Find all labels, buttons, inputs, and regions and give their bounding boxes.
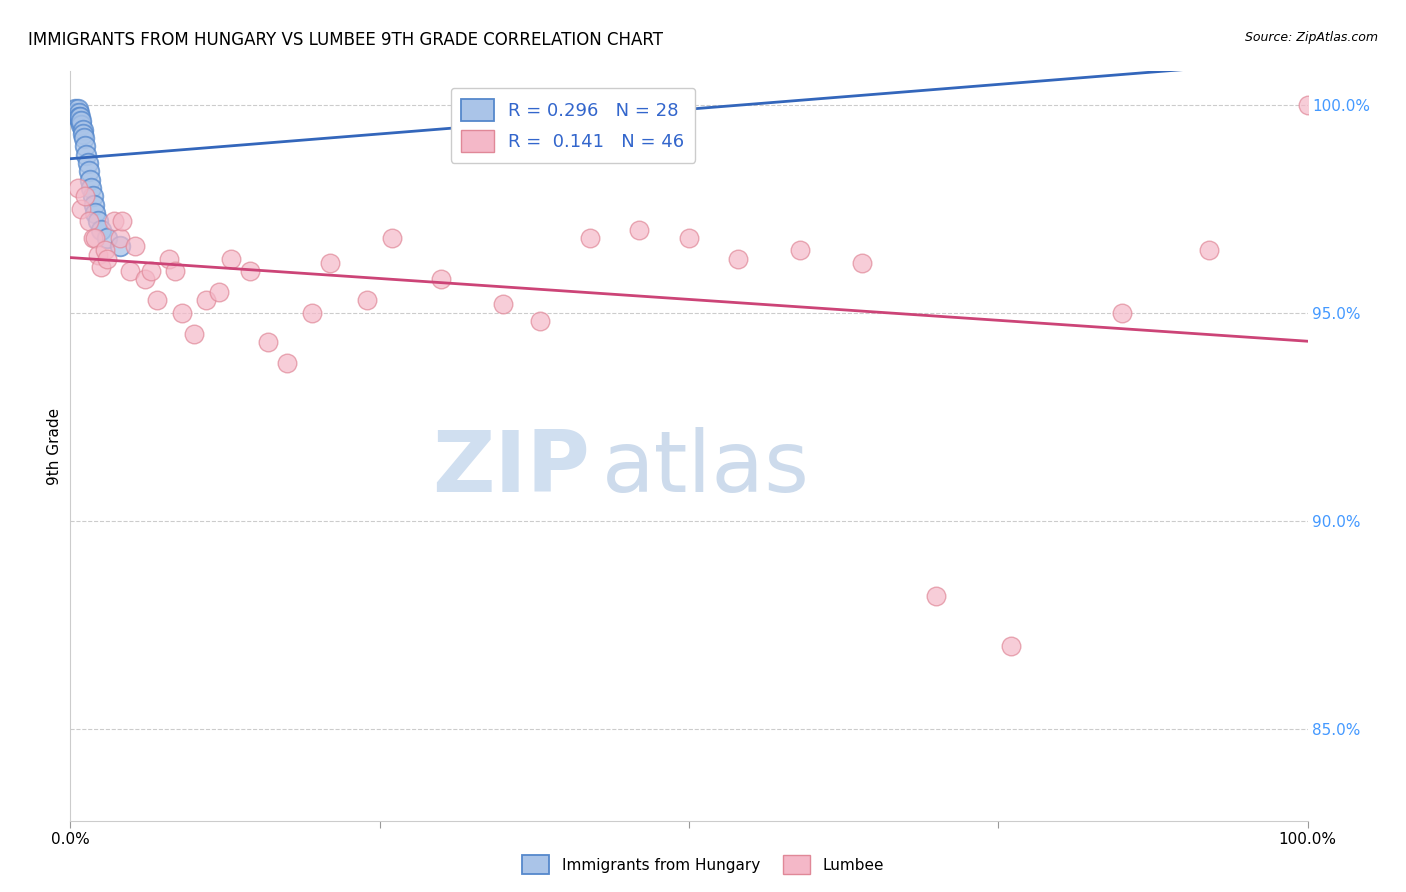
- Point: [80, 181, 103, 195]
- Point: [72, 122, 94, 136]
- Point: [111, 214, 134, 228]
- Point: [319, 256, 342, 270]
- Point: [70, 119, 93, 133]
- Point: [83, 197, 105, 211]
- Point: [157, 252, 180, 266]
- Point: [84, 231, 107, 245]
- Point: [70, 202, 93, 216]
- Text: Source: ZipAtlas.com: Source: ZipAtlas.com: [1244, 31, 1378, 45]
- Point: [82, 231, 104, 245]
- Point: [67, 106, 90, 120]
- Point: [356, 293, 378, 308]
- Point: [96, 252, 118, 266]
- Point: [1111, 306, 1133, 320]
- Point: [108, 231, 131, 245]
- Point: [70, 114, 93, 128]
- Point: [103, 214, 125, 228]
- Point: [529, 314, 551, 328]
- Point: [66, 181, 89, 195]
- Point: [628, 222, 651, 236]
- Point: [257, 334, 280, 349]
- Point: [66, 102, 89, 116]
- Point: [170, 306, 193, 320]
- Point: [789, 244, 811, 258]
- Point: [851, 256, 873, 270]
- Point: [65, 102, 87, 116]
- Text: ZIP: ZIP: [432, 427, 591, 510]
- Point: [73, 131, 96, 145]
- Point: [118, 264, 141, 278]
- Point: [430, 272, 453, 286]
- Text: IMMIGRANTS FROM HUNGARY VS LUMBEE 9TH GRADE CORRELATION CHART: IMMIGRANTS FROM HUNGARY VS LUMBEE 9TH GR…: [28, 31, 664, 49]
- Point: [65, 106, 87, 120]
- Point: [134, 272, 156, 286]
- Y-axis label: 9th Grade: 9th Grade: [46, 408, 62, 484]
- Point: [82, 189, 104, 203]
- Point: [96, 231, 118, 245]
- Point: [139, 264, 162, 278]
- Legend: Immigrants from Hungary, Lumbee: Immigrants from Hungary, Lumbee: [516, 849, 890, 880]
- Point: [90, 222, 112, 236]
- Point: [94, 244, 117, 258]
- Point: [86, 214, 108, 228]
- Point: [183, 326, 205, 341]
- Point: [239, 264, 262, 278]
- Point: [76, 156, 98, 170]
- Point: [66, 110, 89, 124]
- Point: [69, 114, 91, 128]
- Point: [146, 293, 169, 308]
- Point: [1198, 244, 1220, 258]
- Point: [727, 252, 749, 266]
- Point: [124, 239, 146, 253]
- Point: [84, 206, 107, 220]
- Point: [77, 214, 100, 228]
- Point: [195, 293, 218, 308]
- Point: [1000, 639, 1022, 653]
- Point: [75, 139, 97, 153]
- Point: [517, 97, 540, 112]
- Point: [301, 306, 323, 320]
- Point: [591, 102, 613, 116]
- Point: [67, 110, 90, 124]
- Point: [276, 356, 298, 370]
- Point: [579, 231, 602, 245]
- Point: [165, 264, 187, 278]
- Point: [925, 589, 948, 603]
- Point: [77, 164, 100, 178]
- Text: atlas: atlas: [602, 427, 810, 510]
- Point: [492, 297, 515, 311]
- Point: [69, 110, 91, 124]
- Point: [678, 231, 700, 245]
- Point: [108, 239, 131, 253]
- Point: [1296, 97, 1319, 112]
- Point: [86, 247, 108, 261]
- Point: [79, 172, 101, 186]
- Point: [90, 260, 112, 274]
- Point: [381, 231, 404, 245]
- Point: [219, 252, 242, 266]
- Point: [75, 147, 97, 161]
- Point: [75, 189, 97, 203]
- Point: [72, 127, 94, 141]
- Legend: R = 0.296   N = 28, R =  0.141   N = 46: R = 0.296 N = 28, R = 0.141 N = 46: [450, 88, 695, 162]
- Point: [208, 285, 231, 299]
